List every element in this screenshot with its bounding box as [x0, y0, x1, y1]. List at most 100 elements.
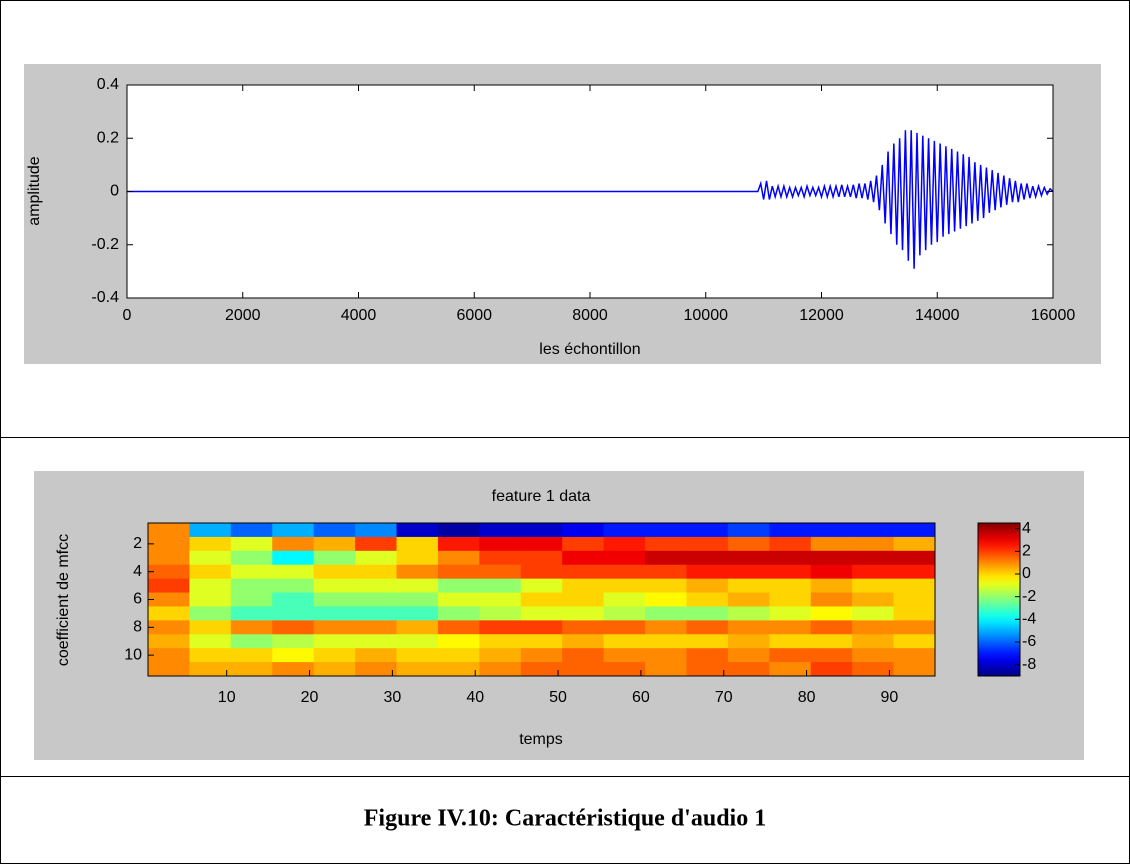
heatmap-cell [562, 550, 605, 566]
heatmap-cell [479, 536, 522, 552]
heatmap-cell [769, 634, 812, 649]
heatmap-cell [272, 564, 315, 580]
x-tick-label: 16000 [1031, 307, 1076, 324]
axes-box [147, 522, 936, 677]
heatmap-cell [893, 648, 936, 663]
heatmap-cell [313, 523, 356, 538]
heatmap-cell [230, 536, 273, 552]
mfcc-chart: 10 20 30 40 50 60 70 80 90 2 4 6 8 10 -8 -6 -4 -2 0 2 4 temps… [55, 488, 1036, 748]
heatmap-cell [727, 536, 770, 552]
heatmap-cell [810, 634, 853, 649]
heatmap-cell [645, 648, 687, 663]
heatmap-cell [727, 606, 770, 621]
y-tick-label: 6 [133, 591, 142, 608]
heatmap-cell [437, 578, 480, 594]
heatmap-cell [520, 536, 563, 552]
x-tick-label: 90 [881, 689, 899, 706]
heatmap-cell [272, 523, 315, 538]
heatmap-cell [230, 550, 273, 566]
heatmap-cell [645, 523, 687, 538]
heatmap-cell [686, 592, 729, 607]
heatmap-cell [893, 523, 936, 538]
chart-title: feature 1 data [492, 488, 591, 505]
heatmap-cell [148, 578, 190, 594]
x-tick-label: 40 [466, 689, 484, 706]
colorbar-tick-label: 4 [1022, 520, 1031, 537]
heatmap-cell [852, 648, 895, 663]
y-tick-label: 10 [124, 646, 142, 663]
heatmap-cell [686, 606, 729, 621]
heatmap-cell [852, 536, 895, 552]
heatmap-cell [810, 578, 853, 594]
heatmap-cell [396, 662, 439, 677]
heatmap-cell [893, 606, 936, 621]
heatmap-cell [313, 620, 356, 635]
heatmap-cell [396, 550, 439, 566]
x-tick-label: 60 [632, 689, 650, 706]
heatmap-cell [313, 648, 356, 663]
heatmap-cell [686, 634, 729, 649]
y-tick-label: 8 [133, 619, 142, 636]
heatmap-cell [272, 620, 315, 635]
heatmap-cell [230, 606, 273, 621]
heatmap-cell [852, 592, 895, 607]
heatmap-cell [645, 592, 687, 607]
heatmap-cell [852, 550, 895, 566]
heatmap-cell [396, 523, 439, 538]
heatmap-cell [645, 606, 687, 621]
colorbar-tick-label: 2 [1022, 543, 1031, 560]
heatmap-cell [520, 564, 563, 580]
heatmap-cell [686, 523, 729, 538]
heatmap-cell [355, 578, 398, 594]
colorbar [977, 522, 1021, 677]
heatmap-cell [645, 634, 687, 649]
y-tick-label: 0.2 [97, 129, 119, 146]
heatmap-cell [852, 662, 895, 677]
heatmap-cell [437, 564, 480, 580]
heatmap-cell [313, 536, 356, 552]
heatmap-cell [437, 648, 480, 663]
heatmap-cell [852, 620, 895, 635]
x-tick-label: 10 [218, 689, 236, 706]
heatmap-cell [562, 592, 605, 607]
y-tick-label: 0.4 [97, 76, 119, 93]
heatmap-cell [313, 550, 356, 566]
heatmap-cell [686, 578, 729, 594]
heatmap-cell [272, 662, 315, 677]
heatmap-cell [562, 536, 605, 552]
colorbar-tick-label: -4 [1022, 611, 1036, 628]
colorbar-tick-label: 0 [1022, 565, 1031, 582]
heatmap-cell [230, 620, 273, 635]
heatmap-cell [562, 648, 605, 663]
heatmap-cell [645, 578, 687, 594]
heatmap-cell [148, 550, 190, 566]
heatmap-cell [810, 536, 853, 552]
heatmap-cell [603, 523, 646, 538]
heatmap-cell [893, 536, 936, 552]
heatmap-cell [272, 634, 315, 649]
heatmap-cell [479, 564, 522, 580]
heatmap-cell [396, 536, 439, 552]
heatmap-cell [479, 523, 522, 538]
heatmap-cell [437, 662, 480, 677]
heatmap-cell [645, 550, 687, 566]
x-tick-label: 30 [383, 689, 401, 706]
x-tick-label: 70 [715, 689, 733, 706]
y-tick-label: 2 [133, 535, 142, 552]
heatmap-cell [810, 662, 853, 677]
heatmap-cell [230, 564, 273, 580]
heatmap-cell [810, 648, 853, 663]
heatmap-cell [686, 550, 729, 566]
heatmap-cell [603, 536, 646, 552]
x-tick-label: 0 [123, 307, 132, 324]
heatmap-cell [479, 606, 522, 621]
heatmap-cell [893, 578, 936, 594]
heatmap-cell [562, 606, 605, 621]
heatmap-cell [437, 634, 480, 649]
heatmap-cell [603, 620, 646, 635]
heatmap-cell [893, 634, 936, 649]
y-tick-label: -0.4 [91, 289, 119, 306]
heatmap-cell [893, 620, 936, 635]
heatmap-cell [852, 523, 895, 538]
heatmap-cell [562, 523, 605, 538]
